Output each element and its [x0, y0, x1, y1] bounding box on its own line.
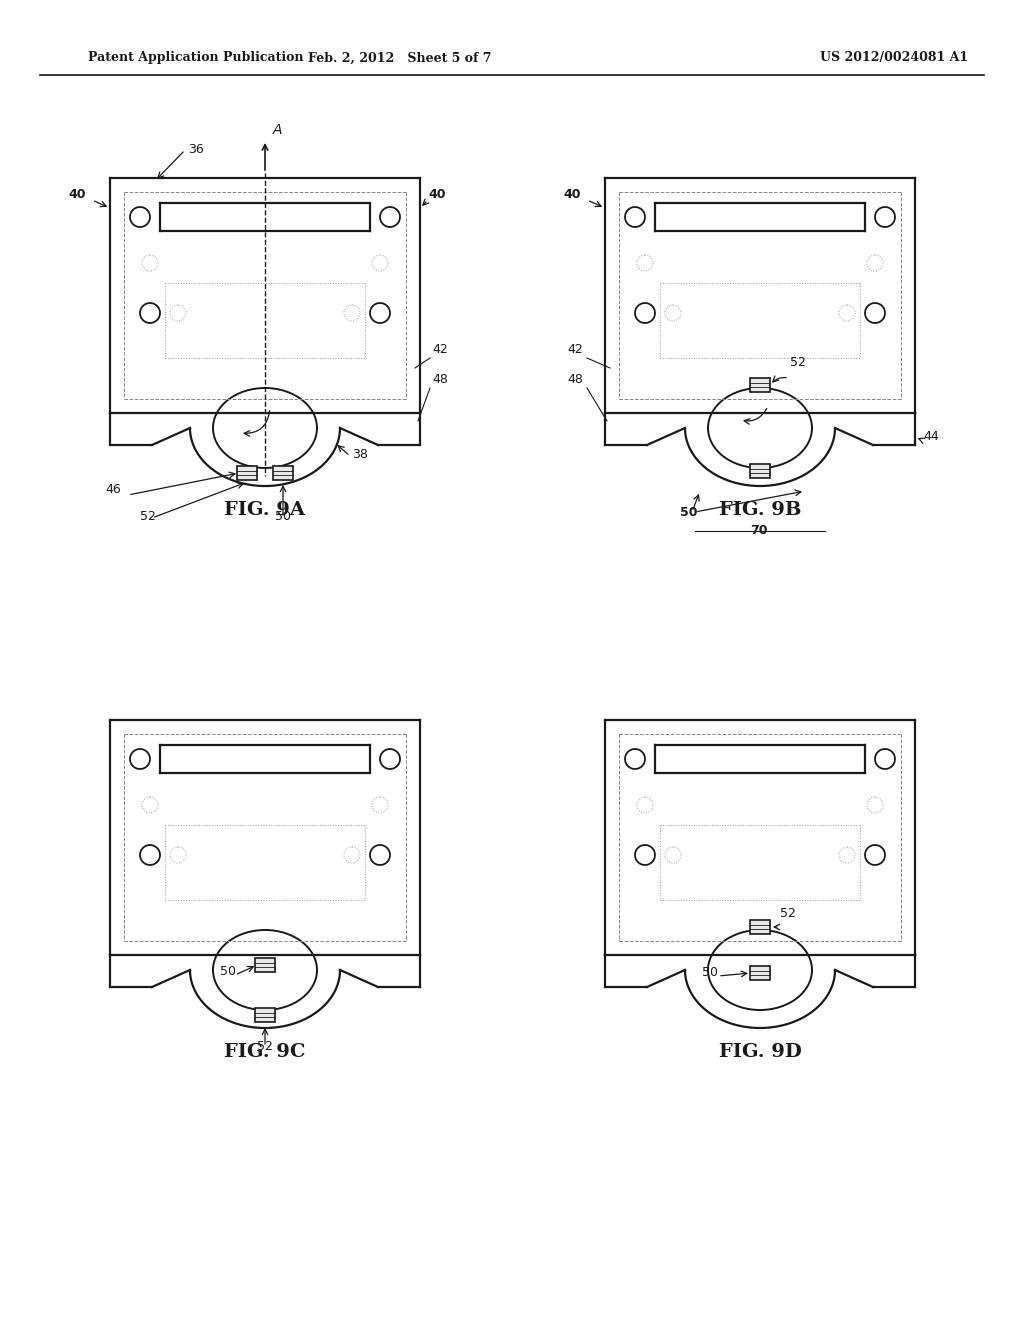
Text: FIG. 9C: FIG. 9C: [224, 1043, 306, 1061]
Text: 52: 52: [790, 356, 806, 370]
Text: Patent Application Publication: Patent Application Publication: [88, 51, 303, 65]
Polygon shape: [237, 466, 257, 480]
Text: FIG. 9B: FIG. 9B: [719, 502, 801, 519]
Text: Feb. 2, 2012   Sheet 5 of 7: Feb. 2, 2012 Sheet 5 of 7: [308, 51, 492, 65]
Polygon shape: [750, 378, 770, 392]
Text: 44: 44: [923, 430, 939, 444]
Text: 70: 70: [750, 524, 768, 537]
Text: 52: 52: [257, 1040, 272, 1053]
Polygon shape: [750, 465, 770, 478]
Text: 40: 40: [563, 187, 581, 201]
Text: 42: 42: [567, 343, 583, 356]
Text: 40: 40: [428, 187, 445, 201]
Text: 50: 50: [680, 506, 697, 519]
Text: 48: 48: [432, 374, 447, 385]
Polygon shape: [273, 466, 293, 480]
Text: US 2012/0024081 A1: US 2012/0024081 A1: [820, 51, 968, 65]
Text: 36: 36: [188, 143, 204, 156]
Text: A: A: [273, 123, 283, 137]
Text: FIG. 9A: FIG. 9A: [224, 502, 305, 519]
Text: 50: 50: [702, 966, 718, 979]
Polygon shape: [255, 958, 275, 972]
Polygon shape: [750, 920, 770, 935]
Text: 38: 38: [352, 447, 368, 461]
Text: 46: 46: [105, 483, 121, 496]
Polygon shape: [750, 966, 770, 979]
Text: 50: 50: [275, 510, 291, 523]
Text: 50: 50: [220, 965, 236, 978]
Text: FIG. 9D: FIG. 9D: [719, 1043, 802, 1061]
Text: 40: 40: [68, 187, 85, 201]
Text: 52: 52: [780, 907, 796, 920]
Text: 48: 48: [567, 374, 583, 385]
Text: 52: 52: [140, 510, 156, 523]
Text: 42: 42: [432, 343, 447, 356]
Polygon shape: [255, 1008, 275, 1022]
